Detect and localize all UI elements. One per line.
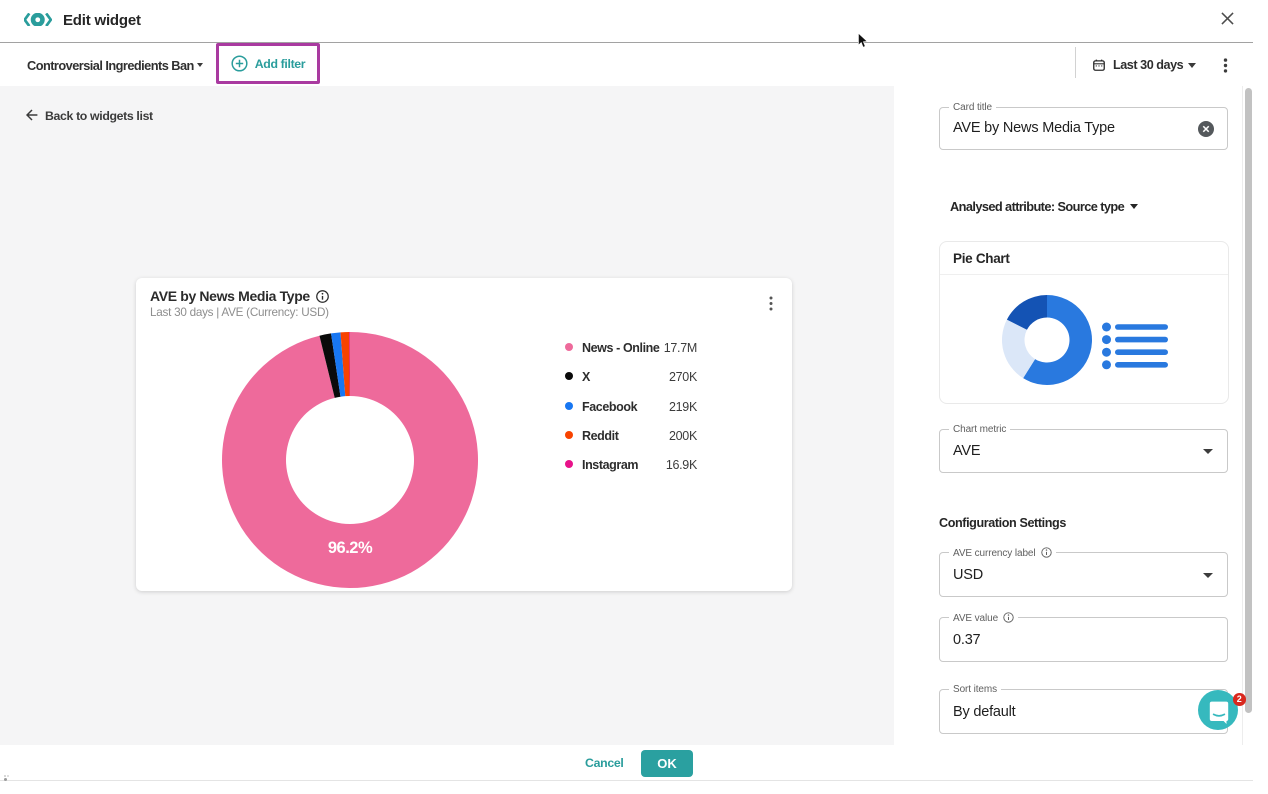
svg-text:96.2%: 96.2% — [328, 539, 373, 557]
